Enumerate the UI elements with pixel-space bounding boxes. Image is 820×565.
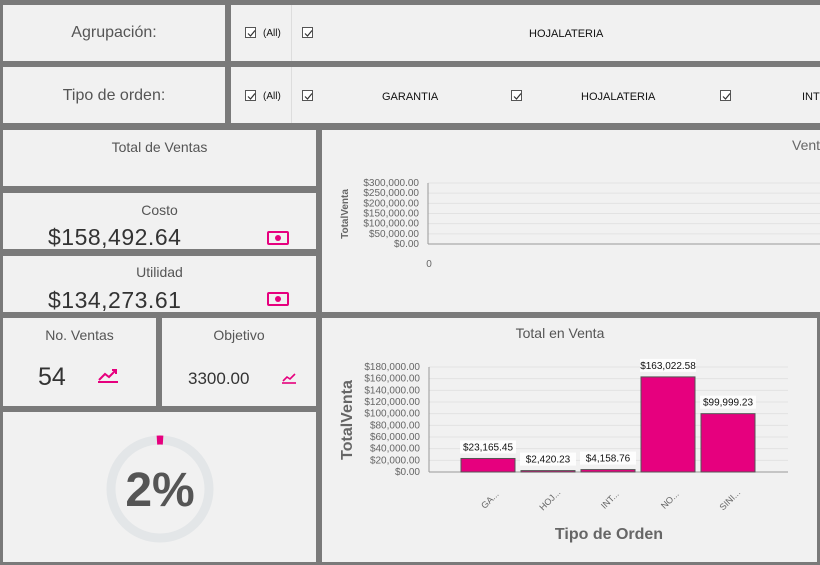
gauge-card: 2% — [3, 412, 316, 562]
x-axis-label: Tipo de Orden — [555, 526, 663, 543]
y-tick-label: $250,000.00 — [363, 188, 419, 199]
y-tick-label: $0.00 — [395, 467, 420, 478]
divider — [291, 67, 292, 123]
check-icon — [513, 93, 522, 100]
agrupacion-label: Agrupación: — [71, 24, 157, 41]
no-ventas-card: No. Ventas 54 — [3, 318, 156, 406]
y-tick-label: $50,000.00 — [369, 229, 419, 240]
no-ventas-title: No. Ventas — [45, 327, 114, 343]
y-tick-label: $60,000.00 — [370, 432, 420, 443]
money-icon — [267, 292, 289, 306]
total-en-venta-chart: Total en Venta $180,000.00$160,000.00$140… — [339, 325, 788, 543]
costo-card: Costo $158,492.64 — [3, 193, 316, 249]
objetivo-card: Objetivo 3300.00 — [162, 318, 316, 406]
y-tick-label: $120,000.00 — [364, 397, 420, 408]
x-tick-label: NO... — [659, 489, 681, 511]
y-tick-label: $20,000.00 — [370, 455, 420, 466]
utilidad-value: $134,273.61 — [48, 287, 182, 312]
bar[interactable] — [520, 470, 576, 473]
tipo-orden-label: Tipo de orden: — [62, 87, 166, 104]
y-axis-label: TotalVenta — [340, 189, 351, 239]
x-tick-label: HOJ... — [537, 487, 562, 512]
total-ventas-card: Total de Ventas — [3, 130, 316, 186]
bar[interactable] — [700, 413, 756, 473]
data-label-bg — [700, 395, 756, 409]
tipo-orden-all-checkbox[interactable] — [245, 90, 256, 101]
utilidad-title: Utilidad — [136, 264, 183, 280]
x-tick-label: 0 — [426, 259, 432, 270]
bar[interactable] — [640, 376, 696, 473]
tipo-orden-option-garantia-checkbox[interactable] — [302, 90, 313, 101]
y-tick-label: $80,000.00 — [370, 420, 420, 431]
y-axis-label: TotalVenta — [339, 380, 356, 460]
tipo-orden-label-panel: Tipo de orden: — [3, 67, 225, 123]
agrupacion-option-checkbox[interactable] — [302, 27, 313, 38]
check-icon — [304, 93, 313, 100]
x-tick-label: INT... — [599, 489, 621, 511]
y-tick-label: $200,000.00 — [363, 198, 419, 209]
data-label-bg — [520, 452, 576, 466]
y-tick-label: $100,000.00 — [364, 409, 420, 420]
y-tick-label: $300,000.00 — [363, 178, 419, 189]
ventas-chart: Vent $300,000.00$250,000.00$200,000.00$15… — [340, 137, 820, 270]
costo-title: Costo — [141, 202, 178, 218]
y-tick-label: $0.00 — [394, 239, 419, 250]
tipo-orden-option-garantia-label: GARANTIA — [382, 91, 439, 103]
agrupacion-option-label: HOJALATERIA — [529, 28, 604, 40]
tipo-orden-options-panel: (All) GARANTIA HOJALATERIA INT — [231, 67, 820, 123]
objetivo-value: 3300.00 — [188, 369, 250, 388]
objetivo-title: Objetivo — [213, 327, 265, 343]
bar[interactable] — [460, 457, 516, 473]
data-label: $2,420.23 — [526, 455, 571, 466]
y-tick-label: $160,000.00 — [364, 374, 420, 385]
y-tick-label: $180,000.00 — [364, 362, 420, 373]
y-tick-label: $140,000.00 — [364, 385, 420, 396]
data-label-bg — [460, 440, 516, 454]
ventas-chart-panel: Vent $300,000.00 $250,000.00 $200,000.00 $15… — [322, 130, 820, 312]
tipo-orden-all-label: (All) — [263, 91, 281, 102]
gauge-value: 2% — [125, 464, 194, 517]
x-tick-label: SINI... — [717, 487, 742, 512]
total-ventas-title: Total de Ventas — [111, 139, 208, 155]
x-tick-label: GA... — [479, 489, 501, 511]
gauge: 2% — [106, 435, 214, 543]
check-icon — [304, 30, 313, 37]
data-label: $163,022.58 — [640, 361, 696, 372]
check-icon — [722, 93, 731, 100]
agrupacion-label-panel: Agrupación: — [3, 5, 225, 61]
agrupacion-all-label: (All) — [263, 28, 281, 39]
check-icon — [247, 30, 256, 37]
data-label-bg — [640, 358, 696, 372]
trending-up-icon — [282, 373, 296, 384]
agrupacion-options-panel: (All) HOJALATERIA — [231, 5, 820, 61]
costo-value: $158,492.64 — [48, 224, 182, 249]
tipo-orden-option-hojalateria-checkbox[interactable] — [511, 90, 522, 101]
y-tick-label: $100,000.00 — [363, 219, 419, 230]
data-label: $23,165.45 — [463, 442, 513, 453]
data-label: $99,999.23 — [703, 398, 753, 409]
y-tick-label: $40,000.00 — [370, 444, 420, 455]
tipo-orden-option-hojalateria-label: HOJALATERIA — [581, 91, 656, 103]
total-en-venta-chart-panel: Total en Venta $180,000.00 $160,000.00 $140… — [322, 318, 817, 562]
trending-up-icon — [98, 369, 118, 383]
y-tick-label: $150,000.00 — [363, 209, 419, 220]
tipo-orden-option-int-label: INT — [802, 91, 820, 103]
divider — [291, 5, 292, 61]
chart-title: Vent — [792, 137, 820, 153]
agrupacion-all-checkbox[interactable] — [245, 27, 256, 38]
chart-title: Total en Venta — [516, 325, 605, 341]
data-label: $4,158.76 — [586, 454, 631, 465]
tipo-orden-option-int-checkbox[interactable] — [720, 90, 731, 101]
money-icon — [267, 231, 289, 245]
check-icon — [247, 93, 256, 100]
no-ventas-value: 54 — [38, 363, 66, 391]
data-label-bg — [580, 451, 636, 465]
bar[interactable] — [580, 469, 636, 473]
utilidad-card: Utilidad $134,273.61 — [3, 256, 316, 312]
